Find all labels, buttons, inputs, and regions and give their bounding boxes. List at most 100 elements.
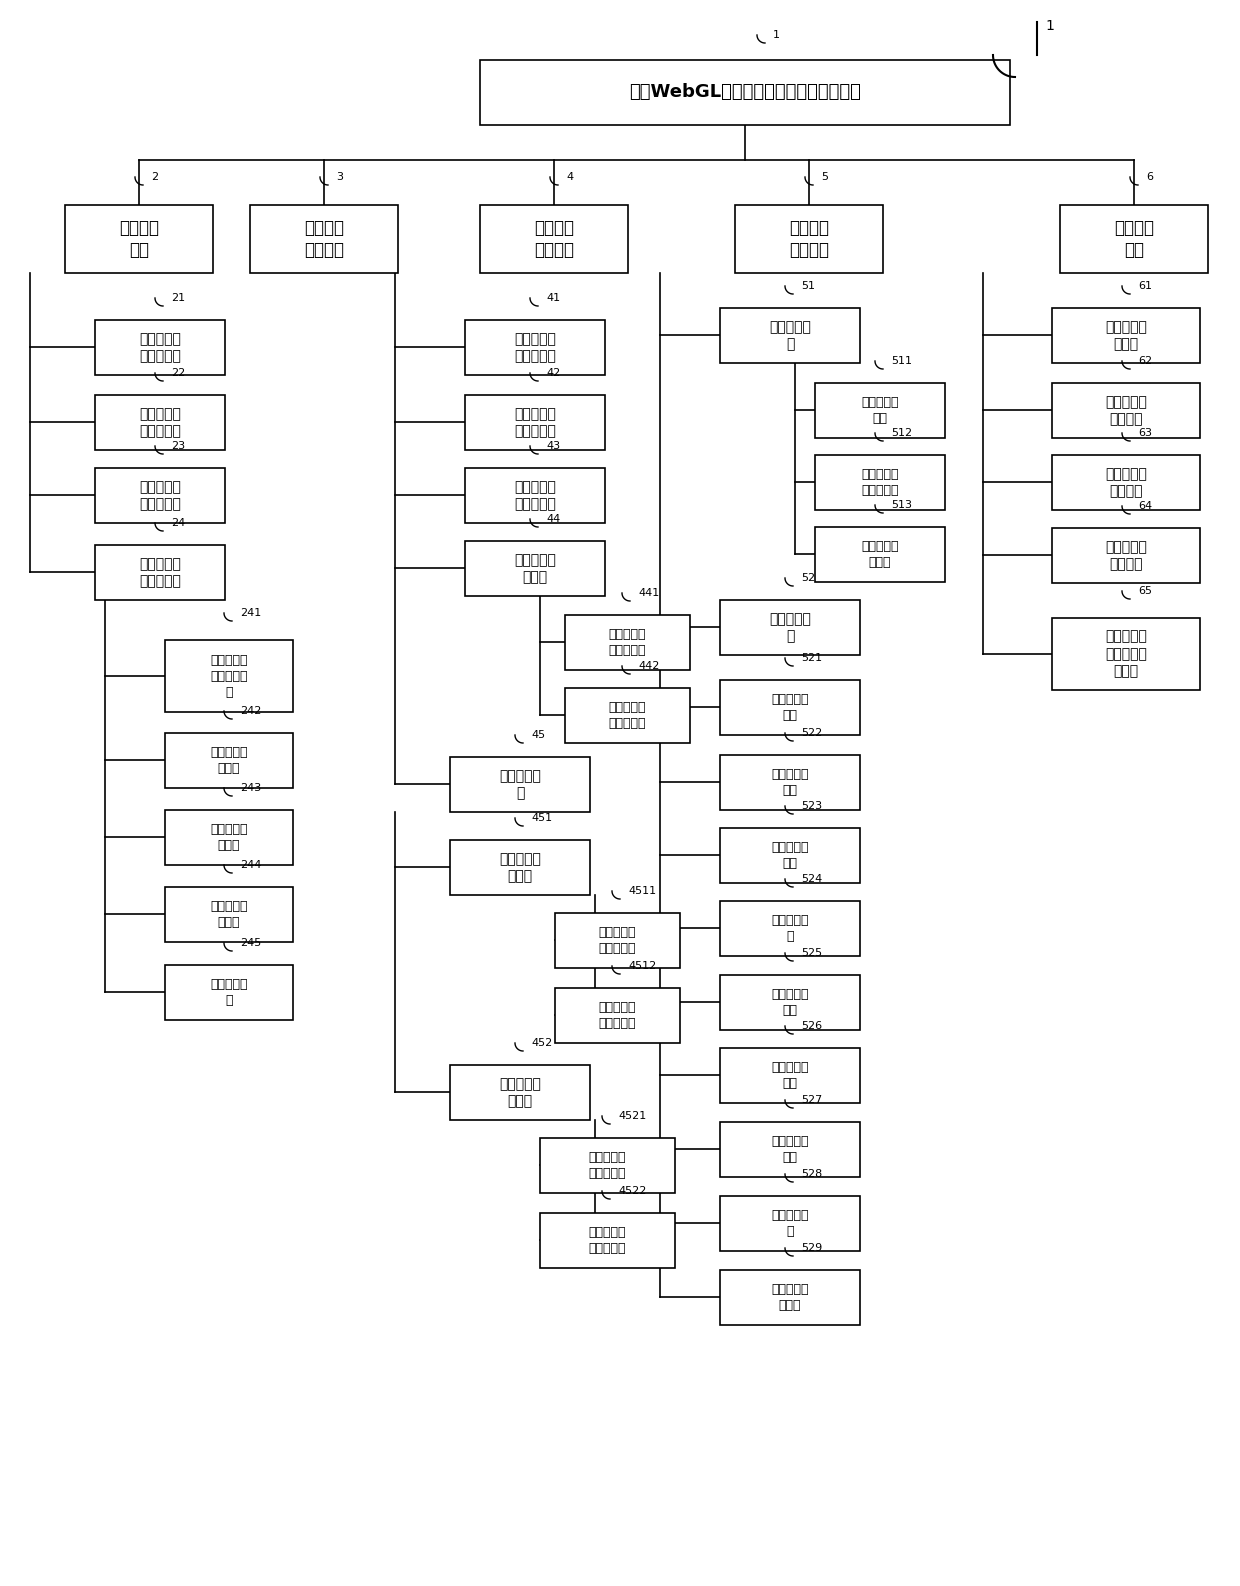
Text: 6: 6 [1146,171,1153,182]
Bar [165,887,293,942]
Text: 岩屑数据导
入模块: 岩屑数据导 入模块 [211,899,248,929]
Bar [165,810,293,864]
Text: 添加单个计
划钻孔功能: 添加单个计 划钻孔功能 [599,926,636,955]
Text: 65: 65 [1138,585,1152,596]
Text: 22: 22 [171,368,185,377]
Bar [95,320,224,374]
Text: 沉砂管设计
功能: 沉砂管设计 功能 [771,988,808,1017]
Bar [539,1213,675,1267]
Bar [815,455,945,511]
Text: 删除计划钻
孔功能: 删除计划钻 孔功能 [498,1077,541,1109]
Text: 过滤器设计
功能: 过滤器设计 功能 [771,1061,808,1090]
Text: 242: 242 [241,706,262,715]
Text: 二维钻孔
设计模块: 二维钻孔 设计模块 [789,219,830,259]
Text: 4: 4 [565,171,573,182]
Text: 添加计划钻
孔功能: 添加计划钻 孔功能 [498,852,541,883]
Text: 522: 522 [801,728,822,737]
Text: 24: 24 [171,519,185,528]
Text: 删除单个计
划钻孔功能: 删除单个计 划钻孔功能 [589,1151,626,1180]
Bar [1052,528,1200,584]
Text: 沉砂管模板
绘制功能: 沉砂管模板 绘制功能 [1105,395,1147,427]
Text: 勘探线绘制
功能: 勘探线绘制 功能 [862,396,899,425]
Text: 62: 62 [1138,355,1152,366]
Bar [64,205,213,273]
Bar [815,382,945,438]
Text: 三维计划钻
孔显示功能: 三维计划钻 孔显示功能 [609,701,646,730]
Bar [539,1139,675,1193]
Text: 测斜数据导
入模块: 测斜数据导 入模块 [211,745,248,776]
Text: 512: 512 [892,428,913,438]
Text: 生成开口线
功能: 生成开口线 功能 [771,693,808,722]
Text: 52: 52 [801,573,815,584]
Text: 452: 452 [531,1037,552,1048]
Text: 526: 526 [801,1021,822,1031]
Text: 529: 529 [801,1243,822,1253]
Bar [465,320,605,374]
Text: 水平投影模
块: 水平投影模 块 [769,320,811,351]
Bar [480,60,1011,125]
Text: 441: 441 [639,588,660,598]
Bar [720,828,861,883]
Text: 527: 527 [801,1094,822,1105]
Bar [720,680,861,734]
Text: 放大缩小平
移功能: 放大缩小平 移功能 [771,1283,808,1312]
Bar [1060,205,1208,273]
Text: 三维钻孔显
示功能: 三维钻孔显 示功能 [515,554,556,584]
Bar [720,1196,861,1251]
Text: 显示钻孔孔
口孔底功能: 显示钻孔孔 口孔底功能 [862,468,899,496]
Text: 2: 2 [151,171,159,182]
Text: 4521: 4521 [618,1112,646,1121]
Text: 21: 21 [171,293,185,303]
Bar [1052,619,1200,690]
Bar [250,205,398,273]
Text: 45: 45 [531,730,546,741]
Text: 过滤器模板
绘制功能: 过滤器模板 绘制功能 [1105,466,1147,498]
Bar [450,1066,590,1120]
Text: 三维水文模
型显示功能: 三维水文模 型显示功能 [515,481,556,511]
Text: 43: 43 [546,441,560,450]
Text: 1: 1 [773,30,780,40]
Text: 511: 511 [892,355,911,366]
Text: 方案设置
比选模块: 方案设置 比选模块 [304,219,343,259]
Text: 三维地表模
型显示功能: 三维地表模 型显示功能 [515,408,556,438]
Text: 三维实际钻
孔显示功能: 三维实际钻 孔显示功能 [609,628,646,657]
Text: 矿体模型数
据导入模块: 矿体模型数 据导入模块 [139,331,181,363]
Text: 样品数据导
入模块: 样品数据导 入模块 [211,823,248,852]
Text: 样品组合模
块: 样品组合模 块 [211,979,248,1007]
Bar [556,914,680,967]
Text: 1: 1 [1045,19,1054,33]
Text: 4511: 4511 [627,887,656,896]
Text: 实际钻孔数
据导入模块: 实际钻孔数 据导入模块 [139,557,181,588]
Text: 数据导入
模块: 数据导入 模块 [119,219,159,259]
Text: 地表模型数
据导入模块: 地表模型数 据导入模块 [139,408,181,438]
Bar [720,1048,861,1102]
Text: 三维实体
建模模块: 三维实体 建模模块 [534,219,574,259]
Text: 528: 528 [801,1169,822,1178]
Bar [165,733,293,788]
Text: 521: 521 [801,653,822,663]
Bar [720,901,861,956]
Text: 基于WebGL的二三维结合的钻孔设计系统: 基于WebGL的二三维结合的钻孔设计系统 [629,84,861,102]
Text: 导中器设计
功能: 导中器设计 功能 [771,1136,808,1164]
Text: 244: 244 [241,860,262,871]
Bar [1052,382,1200,438]
Text: 243: 243 [241,783,262,793]
Text: 5: 5 [821,171,828,182]
Text: 框选删除计
划钻孔功能: 框选删除计 划钻孔功能 [589,1226,626,1255]
Text: 51: 51 [801,281,815,290]
Bar [815,527,945,582]
Text: 64: 64 [1138,501,1152,511]
Bar [720,1121,861,1177]
Bar [565,688,689,742]
Bar [720,1270,861,1324]
Text: 孔径模板绘
制功能: 孔径模板绘 制功能 [1105,320,1147,351]
Text: 523: 523 [801,801,822,810]
Bar [720,755,861,810]
Bar [720,308,861,363]
Bar [450,841,590,895]
Text: 孔径设计功
能: 孔径设计功 能 [771,914,808,944]
Text: 61: 61 [1138,281,1152,290]
Text: 41: 41 [546,293,560,303]
Text: 451: 451 [531,814,552,823]
Text: 位置与类型
数据导入模
块: 位置与类型 数据导入模 块 [211,653,248,698]
